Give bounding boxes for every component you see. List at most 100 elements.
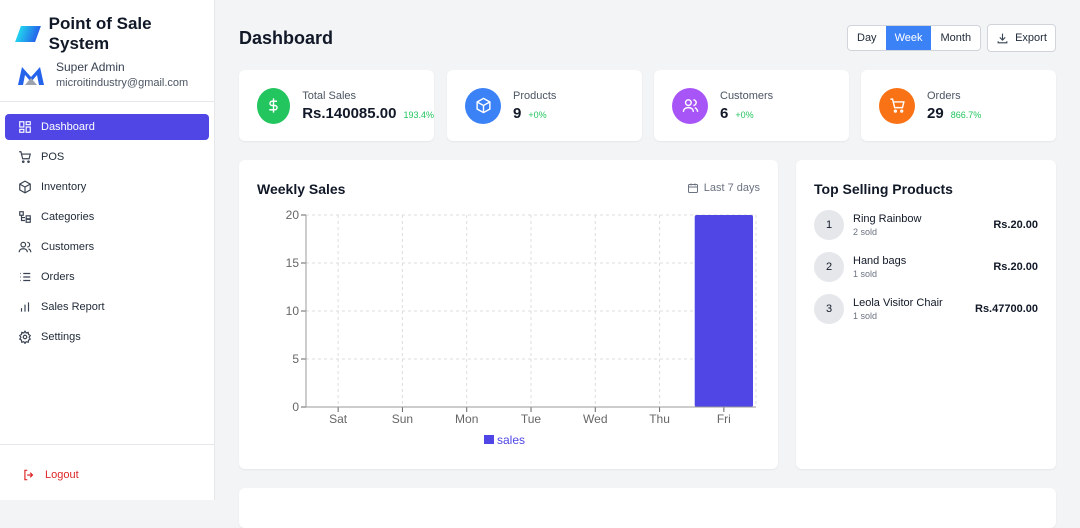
stat-card-total-sales: Total Sales Rs.140085.00 193.4%	[239, 70, 434, 141]
stat-value: 29	[927, 104, 944, 122]
user-email: microitindustry@gmail.com	[56, 77, 189, 89]
x-tick-label: Tue	[521, 412, 542, 426]
top-product-item[interactable]: 2 Hand bags 1 sold Rs.20.00	[814, 252, 1038, 282]
legend-label: sales	[497, 433, 525, 447]
x-tick-label: Wed	[583, 412, 607, 426]
weekly-sales-chart: 0 5 10 15 20 Sat Sun Mon Tue Wed Thu Fri sales	[286, 208, 757, 447]
download-icon	[997, 33, 1008, 43]
divider	[0, 444, 215, 445]
export-button[interactable]: Export	[987, 24, 1056, 52]
app-title: Point of Sale System	[48, 14, 152, 53]
stat-label: Products	[513, 89, 557, 102]
sidebar-item-label: POS	[41, 151, 65, 163]
period-week[interactable]: Week	[885, 26, 932, 50]
sidebar-nav: Dashboard POS Inventory Categories Customers…	[5, 114, 209, 354]
stat-icon-circle	[672, 87, 708, 124]
bottom-card	[239, 488, 1056, 528]
brand: Point of Sale System	[15, 14, 214, 54]
users-icon	[18, 241, 32, 253]
y-tick-label: 5	[292, 352, 299, 366]
export-label: Export	[1015, 32, 1047, 44]
list-icon	[20, 272, 31, 282]
sidebar-item-customers[interactable]: Customers	[5, 234, 209, 260]
sidebar-item-label: Sales Report	[41, 301, 105, 313]
product-price: Rs.20.00	[993, 261, 1038, 273]
stat-label: Total Sales	[302, 89, 357, 102]
sidebar-item-label: Customers	[41, 241, 95, 253]
x-tick-label: Sat	[329, 412, 348, 426]
calendar-icon	[687, 183, 698, 193]
rank-badge: 1	[814, 210, 844, 240]
box-icon	[475, 97, 491, 114]
top-selling-card: Top Selling Products 1 Ring Rainbow 2 sold…	[796, 160, 1056, 469]
sidebar-item-orders[interactable]: Orders	[5, 264, 209, 290]
y-tick-label: 15	[286, 256, 300, 270]
x-tick-label: Fri	[717, 412, 731, 426]
x-tick-label: Thu	[649, 412, 670, 426]
categories-icon	[19, 211, 31, 223]
sidebar-item-categories[interactable]: Categories	[5, 204, 209, 230]
x-tick-label: Mon	[455, 412, 478, 426]
stat-change: 866.7%	[950, 109, 982, 120]
sidebar-item-label: Dashboard	[41, 121, 95, 133]
sidebar-item-sales-report[interactable]: Sales Report	[5, 294, 209, 320]
stat-change: +0%	[528, 109, 547, 120]
bar-fri	[694, 215, 753, 407]
box-icon	[19, 180, 31, 194]
logout-button[interactable]: Logout	[22, 468, 79, 482]
rank-badge: 3	[814, 294, 844, 324]
y-tick-label: 0	[292, 400, 299, 414]
cart-icon	[19, 151, 31, 164]
divider	[0, 101, 215, 102]
stat-icon-circle	[879, 87, 915, 124]
stat-card-customers: Customers 6 +0%	[654, 70, 849, 141]
avatar	[18, 66, 44, 85]
product-name: Hand bags	[853, 255, 907, 267]
stat-label: Customers	[720, 89, 774, 102]
logout-label: Logout	[45, 469, 79, 481]
top-product-item[interactable]: 3 Leola Visitor Chair 1 sold Rs.47700.00	[814, 294, 1038, 324]
page-title: Dashboard	[239, 28, 334, 48]
rank-badge: 2	[814, 252, 844, 282]
legend-swatch	[484, 435, 494, 444]
top-selling-title: Top Selling Products	[814, 181, 953, 197]
sidebar-item-inventory[interactable]: Inventory	[5, 174, 209, 200]
period-selector: Day Week Month	[847, 25, 982, 51]
product-name: Leola Visitor Chair	[853, 297, 943, 309]
user-profile: Super Admin microitindustry@gmail.com	[16, 60, 188, 89]
weekly-sales-card: Weekly Sales Last 7 days 0 5 10 15 20 Sat Sun M…	[239, 160, 778, 469]
stat-card-products: Products 9 +0%	[447, 70, 642, 141]
date-range-label: Last 7 days	[703, 182, 760, 194]
y-tick-label: 10	[286, 304, 300, 318]
product-sold: 1 sold	[853, 269, 878, 279]
sidebar: Point of Sale System Super Admin microiti…	[0, 0, 215, 500]
sidebar-item-label: Settings	[41, 331, 81, 343]
logout-icon	[24, 469, 34, 481]
cart-icon	[889, 98, 905, 113]
y-tick-label: 20	[286, 208, 300, 222]
stat-value: 9	[513, 104, 522, 122]
sidebar-item-dashboard[interactable]: Dashboard	[5, 114, 209, 140]
top-product-item[interactable]: 1 Ring Rainbow 2 sold Rs.20.00	[814, 210, 1038, 240]
bar-chart-icon	[20, 302, 30, 312]
product-price: Rs.20.00	[993, 219, 1038, 231]
logo-icon	[15, 26, 41, 42]
users-icon	[682, 99, 698, 112]
period-month[interactable]: Month	[940, 32, 972, 44]
sidebar-item-label: Orders	[41, 271, 75, 283]
product-sold: 1 sold	[853, 311, 878, 321]
x-tick-label: Sun	[392, 412, 413, 426]
product-name: Ring Rainbow	[853, 213, 922, 225]
sidebar-item-label: Categories	[41, 211, 95, 223]
stat-icon-circle	[465, 87, 501, 124]
stat-value: 6	[720, 104, 729, 122]
sidebar-item-pos[interactable]: POS	[5, 144, 209, 170]
stat-value: Rs.140085.00	[302, 104, 397, 122]
stat-change: 193.4%	[403, 109, 434, 120]
period-day[interactable]: Day	[857, 32, 877, 44]
stat-icon-circle	[257, 87, 291, 124]
gear-icon	[18, 330, 32, 344]
stat-change: +0%	[735, 109, 754, 120]
sidebar-item-settings[interactable]: Settings	[5, 324, 209, 350]
stat-card-orders: Orders 29 866.7%	[861, 70, 1056, 141]
